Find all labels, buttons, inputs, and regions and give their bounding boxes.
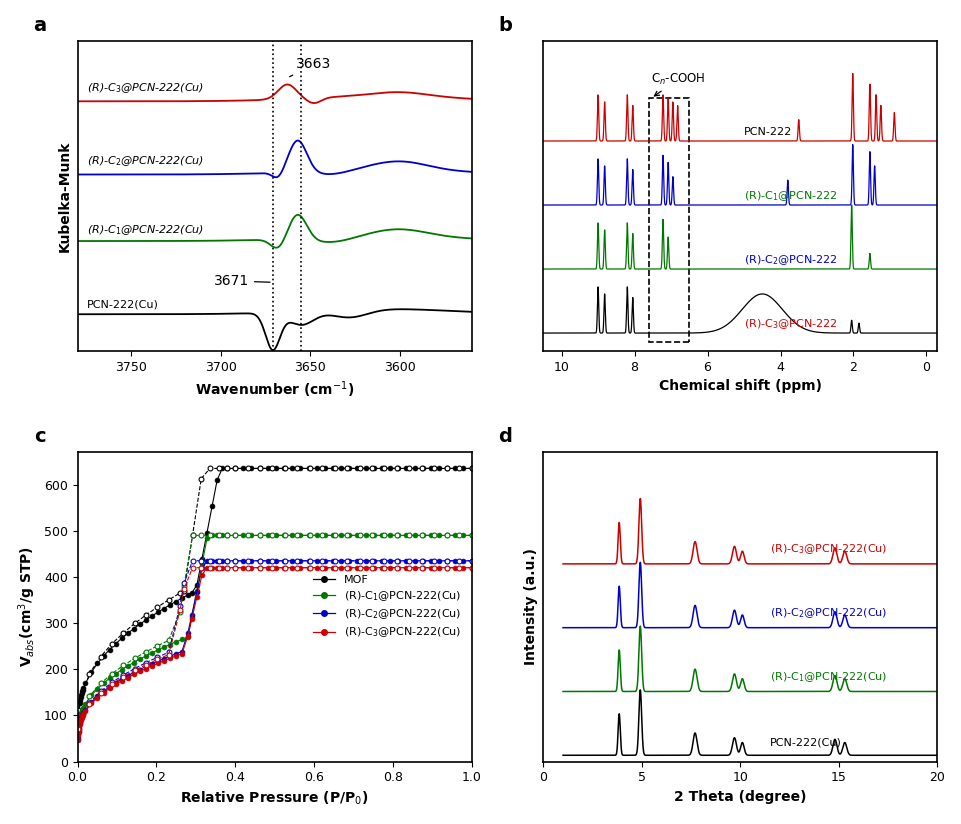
- Text: b: b: [498, 16, 511, 35]
- Text: (R)-C$_1$@PCN-222(Cu): (R)-C$_1$@PCN-222(Cu): [86, 223, 204, 237]
- Bar: [649, 98, 689, 342]
- Text: C$_n$-COOH: C$_n$-COOH: [651, 72, 704, 96]
- Text: (R)-C$_3$@PCN-222(Cu): (R)-C$_3$@PCN-222(Cu): [769, 542, 886, 556]
- Text: (R)-C$_1$@PCN-222: (R)-C$_1$@PCN-222: [743, 190, 837, 204]
- Text: a: a: [33, 16, 46, 35]
- X-axis label: Wavenumber (cm$^{-1}$): Wavenumber (cm$^{-1}$): [195, 379, 354, 400]
- X-axis label: Relative Pressure (P/P$_0$): Relative Pressure (P/P$_0$): [181, 790, 368, 808]
- X-axis label: 2 Theta (degree): 2 Theta (degree): [674, 790, 805, 804]
- Text: c: c: [35, 427, 46, 446]
- Text: (R)-C$_3$@PCN-222(Cu): (R)-C$_3$@PCN-222(Cu): [86, 82, 204, 96]
- Y-axis label: Intensity (a.u.): Intensity (a.u.): [523, 549, 537, 666]
- X-axis label: Chemical shift (ppm): Chemical shift (ppm): [658, 379, 821, 393]
- Text: (R)-C$_2$@PCN-222: (R)-C$_2$@PCN-222: [743, 254, 837, 267]
- Y-axis label: Kubelka-Munk: Kubelka-Munk: [58, 140, 72, 252]
- Text: 3663: 3663: [289, 57, 332, 77]
- Text: 3671: 3671: [213, 274, 270, 288]
- Y-axis label: V$_{abs}$(cm$^3$/g STP): V$_{abs}$(cm$^3$/g STP): [16, 546, 38, 667]
- Text: (R)-C$_3$@PCN-222: (R)-C$_3$@PCN-222: [743, 317, 837, 331]
- Text: PCN-222(Cu): PCN-222(Cu): [86, 300, 159, 310]
- Text: d: d: [498, 427, 511, 446]
- Text: (R)-C$_2$@PCN-222(Cu): (R)-C$_2$@PCN-222(Cu): [86, 155, 204, 168]
- Text: (R)-C$_1$@PCN-222(Cu): (R)-C$_1$@PCN-222(Cu): [769, 670, 886, 684]
- Legend: MOF, (R)-C$_1$@PCN-222(Cu), (R)-C$_2$@PCN-222(Cu), (R)-C$_3$@PCN-222(Cu): MOF, (R)-C$_1$@PCN-222(Cu), (R)-C$_2$@PC…: [308, 570, 465, 644]
- Text: PCN-222(Cu): PCN-222(Cu): [769, 737, 841, 747]
- Text: PCN-222: PCN-222: [743, 128, 792, 138]
- Text: (R)-C$_2$@PCN-222(Cu): (R)-C$_2$@PCN-222(Cu): [769, 606, 886, 620]
